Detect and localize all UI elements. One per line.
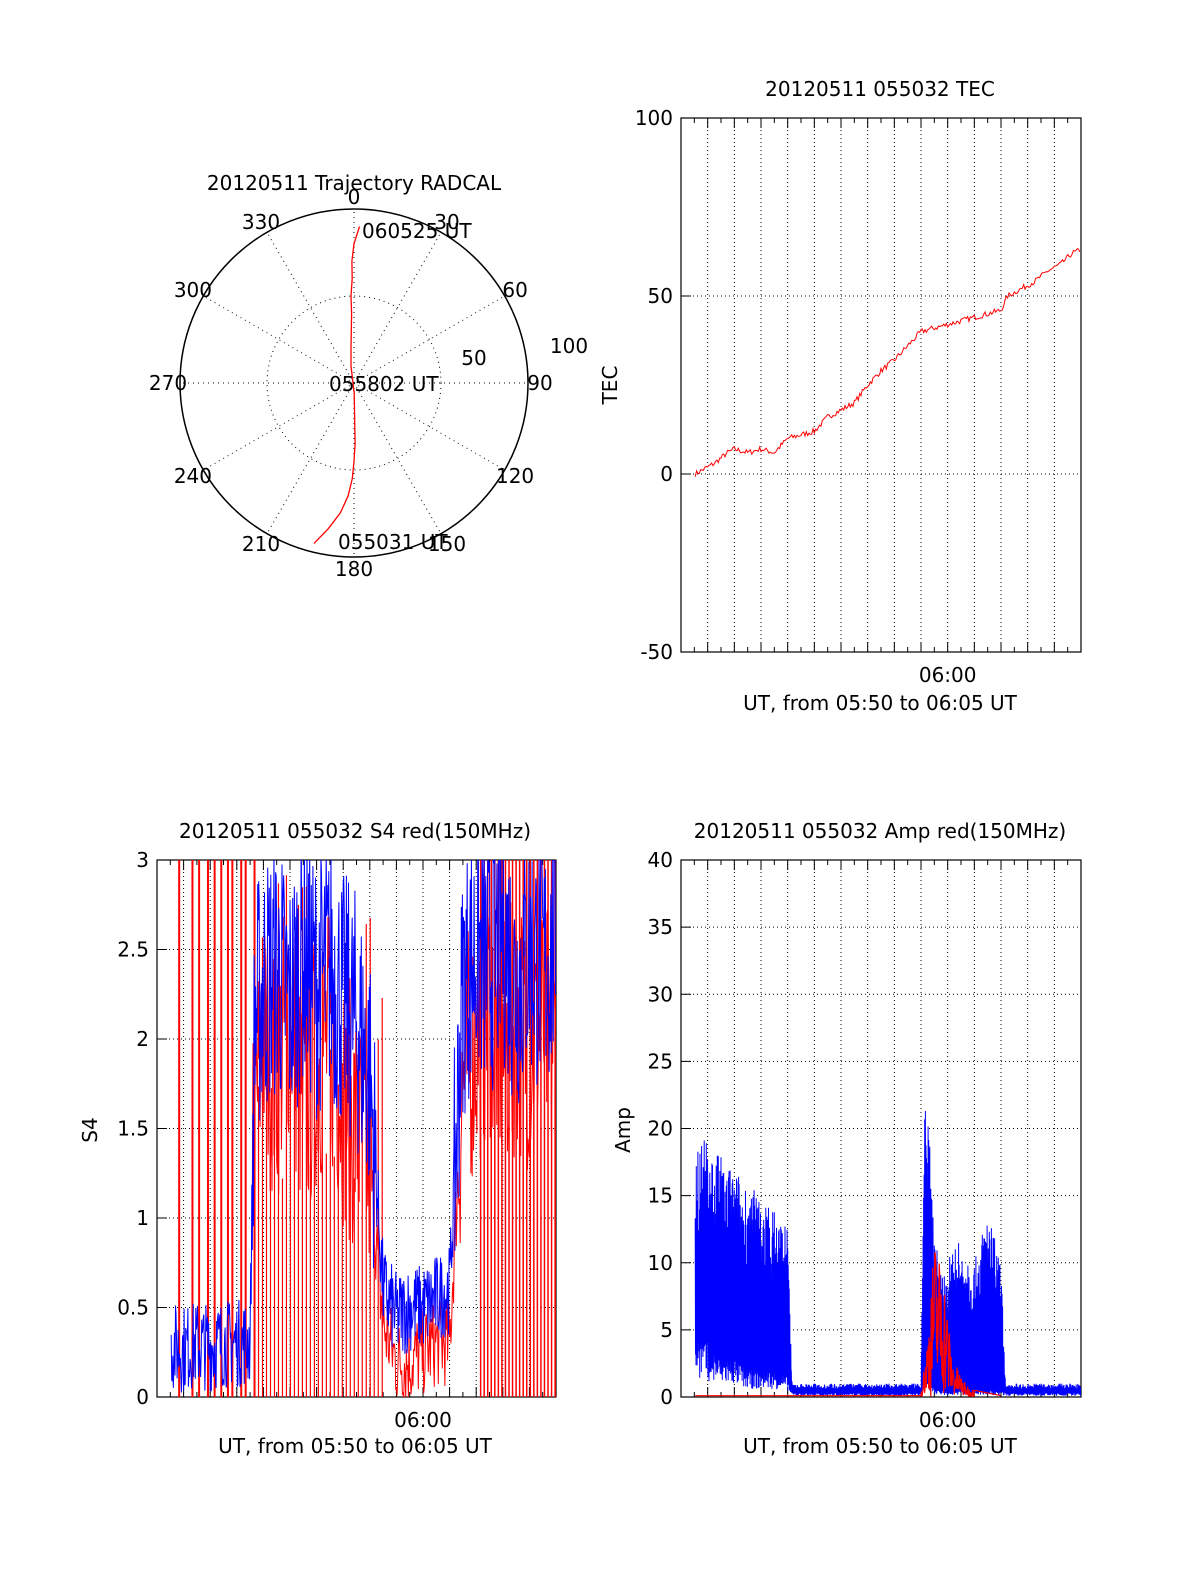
amp-ytick-label: 5 [660,1318,673,1342]
tec-frame [680,117,1082,653]
tec-plot-area: -50 0 50 100 06:00 [635,106,1082,687]
s4-ytick-label: 0.5 [117,1296,149,1320]
amp-ytick-label: 30 [648,982,673,1006]
s4-title: 20120511 055032 S4 red(150MHz) [179,819,531,843]
polar-grid-spoke [353,382,505,471]
tec-xlabel: UT, from 05:50 to 06:05 UT [743,691,1018,715]
amp-ylabel: Amp [611,1107,635,1153]
polar-azimuth-label: 120 [496,464,534,488]
s4-ylabel: S4 [78,1117,102,1142]
s4-panel: 20120511 055032 S4 red(150MHz) 0 0.5 1 1.5 2… [78,819,557,1458]
polar-grid-spoke [353,295,505,384]
s4-ytick-label: 3 [136,848,149,872]
polar-azimuth-label: 0 [348,185,361,209]
tec-xtick-label: 06:00 [919,663,977,687]
amp-ytick-label: 20 [648,1117,673,1141]
amp-panel: 20120511 055032 Amp red(150MHz) 0 5 10 15 20… [611,819,1082,1458]
tec-ylabel: TEC [598,366,622,406]
polar-trajectory-line [313,226,361,544]
s4-ytick-label: 0 [136,1385,149,1409]
polar-azimuth-label: 60 [502,278,527,302]
amp-ytick-label: 10 [648,1251,673,1275]
amp-blue-line [694,1110,1081,1396]
amp-ytick-label: 0 [660,1385,673,1409]
s4-ytick-label: 2 [136,1027,149,1051]
trajectory-mid-label: 055802 UT [329,372,439,396]
polar-grid-ring-50 [266,295,442,471]
amp-red-line [695,1252,1001,1397]
polar-azimuth-label: 270 [149,371,187,395]
s4-ytick-label: 1.5 [117,1117,149,1141]
amp-title: 20120511 055032 Amp red(150MHz) [694,819,1066,843]
tec-ytick-label: 100 [635,106,673,130]
polar-azimuth-label: 300 [174,278,212,302]
polar-grid-spoke [266,382,355,534]
polar-grid-spoke [353,382,442,534]
amp-series-layer [694,1110,1081,1397]
polar-grid-spoke [266,232,355,384]
tec-ytick-label: 0 [660,462,673,486]
amp-xtick-label: 06:00 [919,1408,977,1432]
polar-azimuth-label: 30 [434,210,459,234]
polar-grid-spoke [203,382,355,471]
trajectory-end-label: 060525 UT [362,219,472,243]
polar-azimuth-label: 240 [174,464,212,488]
amp-ytick-label: 15 [648,1184,673,1208]
polar-grid-spoke [353,232,442,384]
s4-ytick-label: 1 [136,1206,149,1230]
s4-blue-line [170,860,556,1393]
polar-title: 20120511 Trajectory RADCAL [207,171,502,195]
tec-panel: 20120511 055032 TEC -50 0 50 100 06:00 UT, f… [598,77,1082,715]
amp-ytick-label: 25 [648,1049,673,1073]
tec-ytick-label: 50 [648,284,673,308]
amp-xlabel: UT, from 05:50 to 06:05 UT [743,1434,1018,1458]
tec-title: 20120511 055032 TEC [765,77,995,101]
tec-series-line [694,248,1081,477]
amp-ytick-label: 40 [648,848,673,872]
polar-radial-label-50: 50 [461,346,486,370]
trajectory-start-label: 055031 UT [338,530,448,554]
polar-azimuth-label: 90 [527,371,552,395]
polar-trajectory-series [313,226,361,544]
s4-xlabel: UT, from 05:50 to 06:05 UT [218,1434,493,1458]
polar-trajectory-panel: 20120511 Trajectory RADCAL 0 30 60 90 120 150… [149,171,588,581]
tec-ytick-label: -50 [640,640,673,664]
s4-xtick-label: 06:00 [394,1408,452,1432]
amp-plot-area: 0 5 10 15 20 25 30 35 40 06:00 [648,848,1082,1432]
polar-azimuth-labels: 0 30 60 90 120 150 180 210 240 270 300 330 [149,185,553,581]
polar-outer-circle [179,208,529,558]
polar-radial-label-100: 100 [550,334,588,358]
s4-series-layer [170,860,556,1397]
amp-frame [680,859,1082,1398]
polar-grid [180,209,528,557]
polar-azimuth-label: 180 [335,557,373,581]
s4-ytick-label: 2.5 [117,938,149,962]
polar-azimuth-label: 150 [428,532,466,556]
polar-azimuth-label: 330 [242,210,280,234]
polar-grid-spoke [203,295,355,384]
amp-ytick-label: 35 [648,915,673,939]
s4-plot-area: 0 0.5 1 1.5 2 2.5 3 06:00 [117,848,557,1432]
polar-azimuth-label: 210 [242,532,280,556]
s4-frame [156,859,557,1398]
